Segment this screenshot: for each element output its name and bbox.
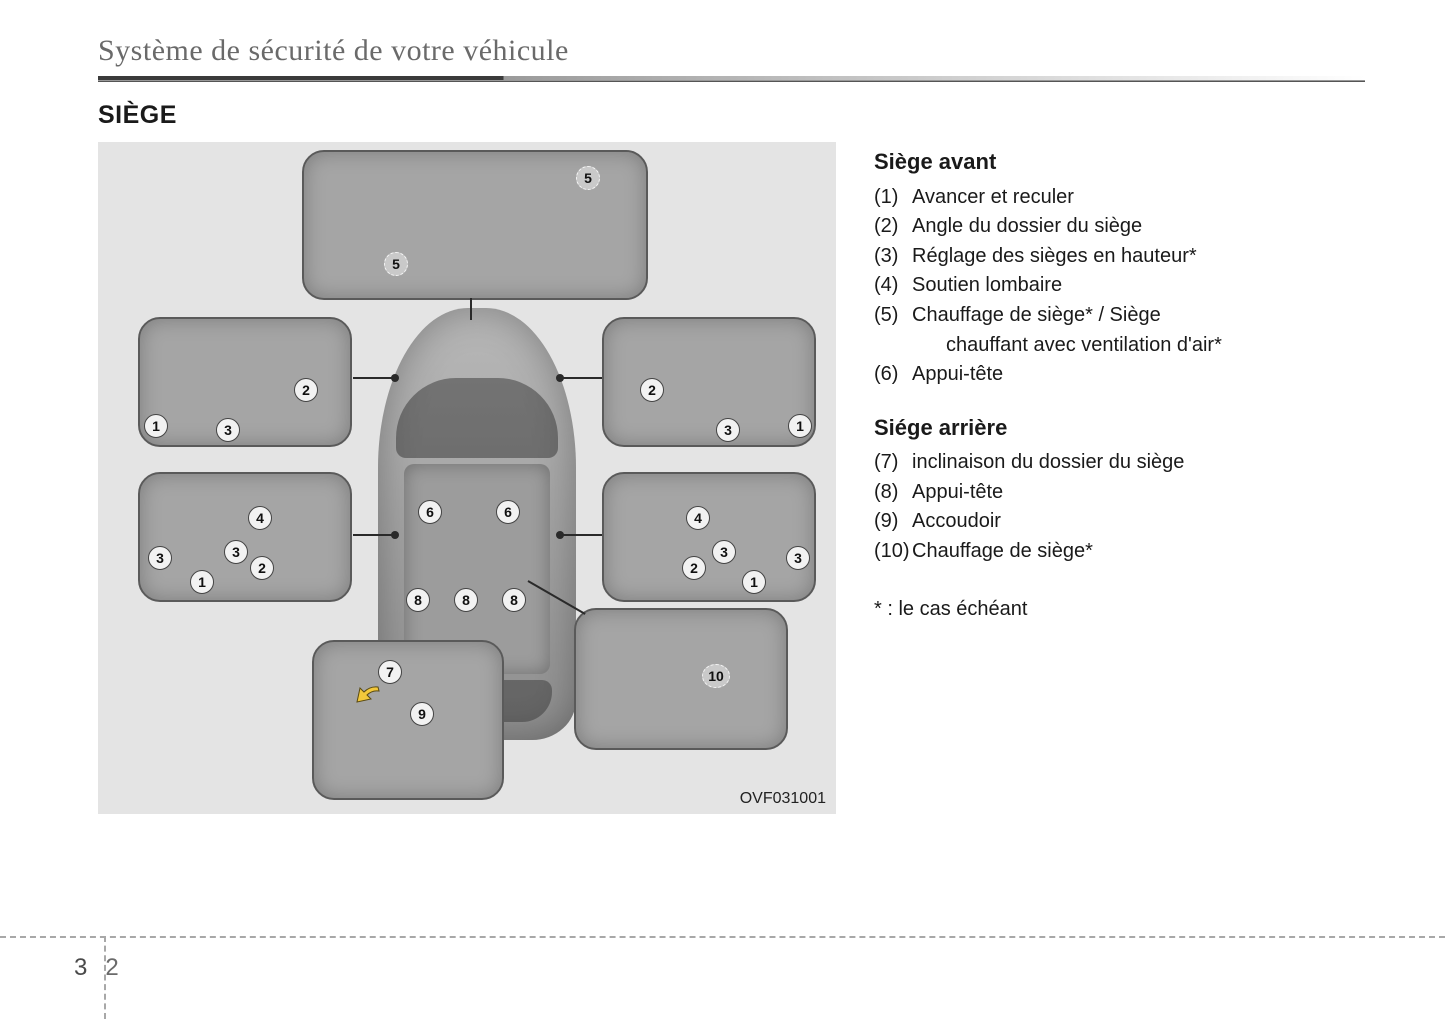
legend-num: (1) <box>874 183 912 213</box>
panel-right-lower-seat <box>602 472 816 602</box>
callout-2: 2 <box>294 378 318 402</box>
legend: Siège avant (1)Avancer et reculer (2)Ang… <box>874 142 1365 814</box>
legend-text: Chauffage de siège* <box>912 537 1093 567</box>
callout-6: 6 <box>418 500 442 524</box>
callout-10: 10 <box>702 664 730 688</box>
page-number: 3 2 <box>74 954 119 982</box>
legend-text: Appui-tête <box>912 360 1003 390</box>
panel-bottom-right-heater <box>574 608 788 750</box>
callout-5: 5 <box>576 166 600 190</box>
legend-num: (10) <box>874 537 912 567</box>
callout-8: 8 <box>454 588 478 612</box>
leader <box>470 298 472 320</box>
legend-note: * : le cas échéant <box>874 595 1365 625</box>
legend-item: (8)Appui-tête <box>874 478 1365 508</box>
legend-text: Avancer et reculer <box>912 183 1074 213</box>
leader <box>353 377 395 379</box>
callout-1: 1 <box>190 570 214 594</box>
legend-text: Soutien lombaire <box>912 271 1062 301</box>
legend-num: (9) <box>874 507 912 537</box>
legend-item: (3)Réglage des sièges en hauteur* <box>874 242 1365 272</box>
callout-8: 8 <box>406 588 430 612</box>
legend-item: (2)Angle du dossier du siège <box>874 212 1365 242</box>
callout-3: 3 <box>786 546 810 570</box>
callout-3: 3 <box>716 418 740 442</box>
callout-1: 1 <box>742 570 766 594</box>
page-header-title: Système de sécurité de votre véhicule <box>98 34 1365 74</box>
panel-left-lower-seat <box>138 472 352 602</box>
legend-text: Angle du dossier du siège <box>912 212 1142 242</box>
callout-2: 2 <box>250 556 274 580</box>
footer-dashed-h <box>0 936 1445 938</box>
legend-item: (7)inclinaison du dossier du siège <box>874 448 1365 478</box>
callout-5: 5 <box>384 252 408 276</box>
legend-item: (4)Soutien lombaire <box>874 271 1365 301</box>
callout-4: 4 <box>686 506 710 530</box>
car-windshield <box>396 378 558 458</box>
callout-3: 3 <box>148 546 172 570</box>
page-number-value: 2 <box>105 954 118 982</box>
panel-right-upper-seat <box>602 317 816 447</box>
figure-seat-diagram: 5 5 1 2 3 4 3 3 2 1 1 2 3 4 3 3 2 1 6 6 … <box>98 142 836 814</box>
callout-1: 1 <box>144 414 168 438</box>
legend-rear-title: Siége arrière <box>874 412 1365 445</box>
panel-left-upper-seat <box>138 317 352 447</box>
legend-num: (3) <box>874 242 912 272</box>
leader <box>560 534 602 536</box>
callout-2: 2 <box>640 378 664 402</box>
callout-4: 4 <box>248 506 272 530</box>
legend-item: (1)Avancer et reculer <box>874 183 1365 213</box>
legend-text: Chauffage de siège* / Siègechauffant ave… <box>912 301 1222 360</box>
callout-3: 3 <box>712 540 736 564</box>
callout-6: 6 <box>496 500 520 524</box>
legend-front-title: Siège avant <box>874 146 1365 179</box>
leader <box>560 377 602 379</box>
fold-arrow-icon <box>354 684 382 706</box>
legend-text: Accoudoir <box>912 507 1001 537</box>
callout-3: 3 <box>224 540 248 564</box>
legend-text: Réglage des sièges en hauteur* <box>912 242 1197 272</box>
legend-text: Appui-tête <box>912 478 1003 508</box>
section-title: SIÈGE <box>98 101 1445 130</box>
callout-9: 9 <box>410 702 434 726</box>
legend-num: (7) <box>874 448 912 478</box>
chapter-number: 3 <box>74 954 87 982</box>
legend-item: (10)Chauffage de siège* <box>874 537 1365 567</box>
legend-text: inclinaison du dossier du siège <box>912 448 1184 478</box>
panel-bottom-left-rear <box>312 640 504 800</box>
figure-code: OVF031001 <box>740 790 826 808</box>
legend-num: (8) <box>874 478 912 508</box>
callout-1: 1 <box>788 414 812 438</box>
callout-3: 3 <box>216 418 240 442</box>
header-divider <box>98 76 1365 81</box>
callout-8: 8 <box>502 588 526 612</box>
legend-item: (6)Appui-tête <box>874 360 1365 390</box>
leader <box>353 534 395 536</box>
legend-num: (4) <box>874 271 912 301</box>
legend-item: (9)Accoudoir <box>874 507 1365 537</box>
legend-num: (2) <box>874 212 912 242</box>
legend-num: (5) <box>874 301 912 360</box>
legend-rear-block: Siége arrière (7)inclinaison du dossier … <box>874 412 1365 567</box>
callout-7: 7 <box>378 660 402 684</box>
callout-2: 2 <box>682 556 706 580</box>
legend-item: (5)Chauffage de siège* / Siègechauffant … <box>874 301 1365 360</box>
legend-num: (6) <box>874 360 912 390</box>
legend-front-block: Siège avant (1)Avancer et reculer (2)Ang… <box>874 146 1365 390</box>
